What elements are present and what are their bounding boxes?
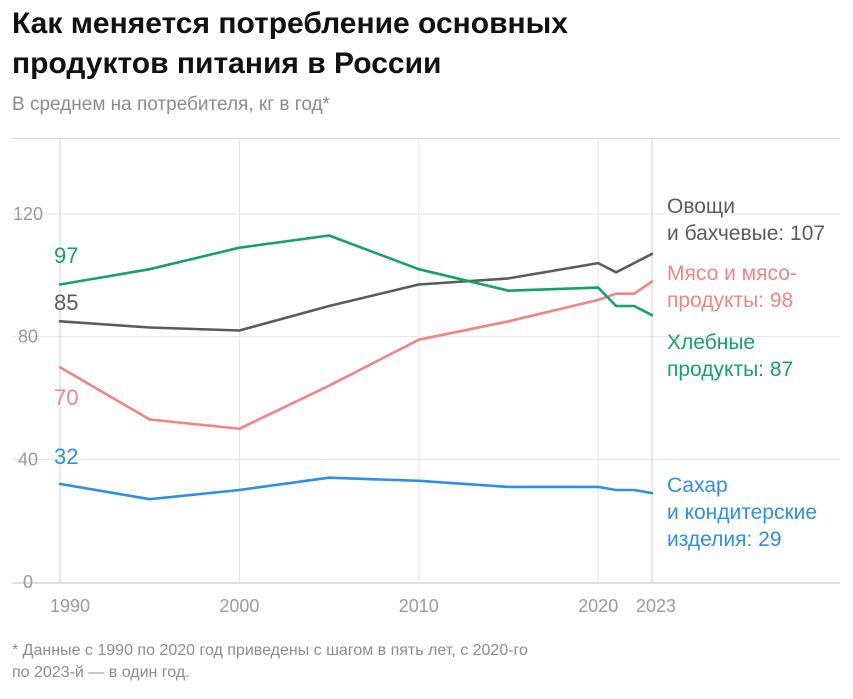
line-chart: 0 40 80 120 1990 2000 2010 2020 2023 85 70 97 32 Овощ… [12, 138, 840, 616]
chart-title: Как меняется потребление основных продук… [12, 4, 832, 84]
chart-title-line-1: Как меняется потребление основных [12, 7, 568, 40]
chart-subtitle: В среднем на потребителя, кг в год* [12, 94, 330, 115]
chart-title-line-2: продуктов питания в России [12, 47, 442, 80]
series-line-bread [58, 234, 654, 317]
start-label-vegetables: 85 [54, 290, 78, 315]
end-label-sugar-line-3: изделия: 29 [667, 528, 782, 551]
y-tick-label-0: 0 [23, 572, 33, 592]
series-line-meat [58, 280, 654, 431]
footnote: * Данные с 1990 по 2020 год приведены с … [12, 640, 832, 684]
end-label-sugar-line-2: и кондитерские [667, 501, 817, 524]
end-label-vegetables-line-2: и бахчевые: 107 [667, 222, 825, 245]
footnote-line-2: по 2023-й — в один год. [12, 664, 190, 681]
y-tick-label-80: 80 [18, 327, 38, 347]
footnote-line-1: * Данные с 1990 по 2020 год приведены с … [12, 642, 528, 659]
series-line-vegetables [58, 252, 654, 332]
start-label-sugar: 32 [54, 444, 78, 469]
y-tick-label-40: 40 [18, 449, 38, 469]
end-label-bread-line-1: Хлебные [667, 331, 755, 354]
x-tick-label-2000: 2000 [219, 596, 259, 616]
start-label-bread: 97 [54, 243, 78, 268]
x-tick-label-2010: 2010 [399, 596, 439, 616]
y-tick-label-120: 120 [13, 204, 43, 224]
end-label-vegetables-line-1: Овощи [667, 195, 735, 218]
end-label-sugar-line-1: Сахар [667, 474, 728, 497]
end-label-bread-line-2: продукты: 87 [667, 358, 793, 381]
x-tick-label-1990: 1990 [50, 596, 90, 616]
end-label-meat-line-2: продукты: 98 [667, 289, 793, 312]
x-tick-label-2023: 2023 [636, 596, 676, 616]
start-label-meat: 70 [54, 385, 78, 410]
x-tick-label-2020: 2020 [578, 596, 618, 616]
top-divider [12, 138, 840, 139]
end-label-meat-line-1: Мясо и мясо- [667, 262, 797, 285]
series-line-sugar [58, 476, 654, 501]
